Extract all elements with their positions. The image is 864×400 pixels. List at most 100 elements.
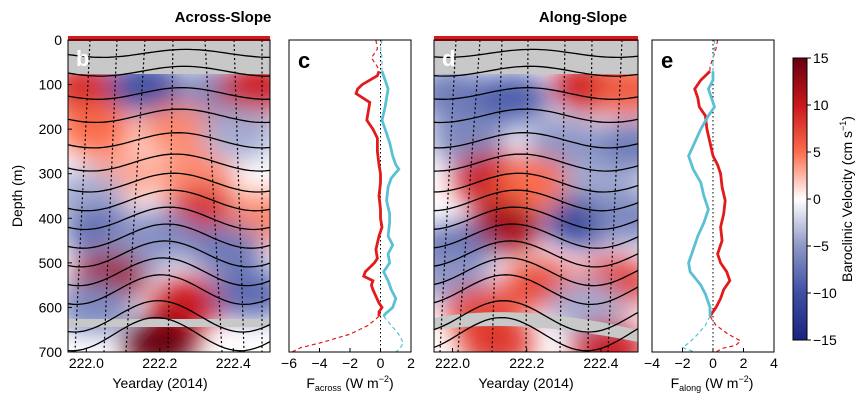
- masked-bottom-d: [434, 312, 638, 342]
- colorbar-tick-label: 5: [813, 144, 821, 160]
- xlabel-d: Yearday (2014): [478, 375, 573, 391]
- panel-label-b: b: [76, 46, 89, 71]
- xticks-c: −6 −4 −2 0 2: [281, 348, 415, 371]
- panel-label-e: e: [661, 48, 673, 73]
- flux-series-1: [709, 40, 719, 72]
- flux-series-0: [693, 70, 732, 318]
- flux-series-5: [681, 316, 711, 352]
- flux-series-3: [380, 70, 401, 318]
- xlabel-c: Facross (W m−2): [306, 374, 393, 393]
- isopycnal-line: [434, 240, 638, 268]
- x-tick-label: 2: [740, 355, 748, 371]
- isopycnals-b: [68, 48, 270, 352]
- colorbar-ticks: 15 10 5 0 −5 −10 −15: [807, 50, 837, 348]
- ylabel-depth: Depth (m): [9, 165, 25, 227]
- flux-lines-e: [681, 40, 742, 352]
- colorbar-gradient: [792, 57, 808, 341]
- flux-lines-c: [291, 40, 405, 352]
- isopycnal-line: [68, 132, 270, 149]
- colorbar-label: Baroclinic Velocity (cm s−1): [838, 116, 855, 282]
- heatmap-cell-17: [151, 276, 228, 329]
- title-along-slope: Along-Slope: [539, 9, 627, 26]
- colorbar-tick-label: 0: [813, 191, 821, 207]
- isopycnal-line: [68, 189, 270, 212]
- heatmap-cell-4: [434, 112, 506, 165]
- masked-bottom-b: [68, 319, 270, 327]
- flux-series-4: [712, 40, 716, 72]
- colorbar-tick-label: −10: [813, 285, 837, 301]
- y-tick-label: 500: [39, 255, 63, 271]
- yticks-b: 0 100 200 300 400 500 600 700: [39, 32, 72, 360]
- isopycnal-line: [68, 48, 270, 59]
- isopycnal-line: [434, 48, 638, 59]
- x-tick-label: 0: [377, 355, 385, 371]
- xticks-b: 222.0 222.2 222.4: [69, 348, 251, 371]
- heatmap-cell-18: [213, 268, 270, 321]
- panel-d: d 222.0 222.2 222.4 Yearday (2014): [433, 36, 639, 391]
- isopycnal-line: [434, 206, 638, 231]
- y-tick-label: 300: [39, 166, 63, 182]
- x-tick-label: 222.4: [583, 355, 618, 371]
- panel-label-c: c: [298, 48, 310, 73]
- isopycnal-line: [434, 108, 638, 124]
- isopycnal-line: [68, 108, 270, 124]
- y-tick-label: 400: [39, 210, 63, 226]
- isopycnals-d: [434, 48, 638, 352]
- flux-series-0: [354, 70, 384, 317]
- panel-e: e −4 −2 0 2 4 Falong (W m−2): [644, 39, 778, 393]
- heatmap-cell-12: [592, 192, 638, 245]
- isopycnal-line: [434, 172, 638, 193]
- isopycnal-line: [434, 300, 638, 333]
- isopycnal-line: [68, 172, 270, 193]
- y-tick-label: 200: [39, 121, 63, 137]
- x-tick-label: −4: [312, 355, 328, 371]
- isopycnal-line: [68, 223, 270, 249]
- isopycnal-line: [434, 316, 638, 352]
- x-tick-label: 222.2: [142, 355, 177, 371]
- flux-series-2: [291, 315, 380, 352]
- isopycnal-line: [68, 240, 270, 268]
- y-tick-label: 700: [39, 344, 63, 360]
- x-tick-label: 2: [407, 355, 415, 371]
- panel-c: c −6 −4 −2 0 2 Facross (W m−2): [281, 39, 415, 393]
- xticks-d: 222.0 222.2 222.4: [435, 348, 619, 371]
- isopycnal-line: [434, 257, 638, 287]
- isopycnal-line: [434, 65, 638, 77]
- heatmap-cell-5: [525, 116, 602, 169]
- x-tick-label: −2: [675, 355, 691, 371]
- isopycnal-line: [68, 65, 270, 77]
- heatmap-cell-5: [140, 103, 217, 156]
- x-tick-label: 0: [709, 355, 717, 371]
- heatmap-cell-8: [496, 156, 573, 209]
- colorbar: 15 10 5 0 −5 −10 −15 Baroclinic Velocity (cm s…: [792, 50, 855, 348]
- x-tick-label: −4: [644, 355, 660, 371]
- isopycnal-line: [68, 153, 270, 172]
- flux-series-5: [383, 315, 405, 352]
- isopycnal-line: [68, 257, 270, 287]
- heatmap-cell-15: [187, 223, 264, 276]
- flux-series-3: [687, 71, 717, 317]
- isopycnal-line: [434, 132, 638, 149]
- y-tick-label: 0: [54, 32, 62, 48]
- x-tick-label: −6: [281, 355, 297, 371]
- x-tick-label: 222.2: [509, 355, 544, 371]
- x-tick-label: −2: [342, 355, 358, 371]
- colorbar-tick-label: 10: [813, 97, 829, 113]
- flux-series-2: [709, 315, 742, 352]
- xlabel-b: Yearday (2014): [112, 375, 207, 391]
- colorbar-tick-label: 15: [813, 50, 829, 66]
- flux-series-4: [379, 40, 383, 72]
- x-tick-label: 222.0: [69, 355, 104, 371]
- panel-b: b 222.0 222.2 222.4 0 100 200 300 400 500 600 700…: [39, 32, 271, 391]
- xlabel-e: Falong (W m−2): [671, 374, 754, 393]
- isopycnal-line: [434, 274, 638, 306]
- surface-bar-b: [68, 36, 270, 41]
- title-across-slope: Across-Slope: [175, 9, 272, 26]
- x-tick-label: 222.0: [435, 355, 470, 371]
- x-tick-label: 222.4: [216, 355, 251, 371]
- colorbar-tick-label: −15: [813, 332, 837, 348]
- isopycnal-line: [434, 87, 638, 100]
- heatmap-cell-1: [473, 71, 550, 124]
- x-tick-label: 4: [770, 355, 778, 371]
- y-tick-label: 100: [39, 77, 63, 93]
